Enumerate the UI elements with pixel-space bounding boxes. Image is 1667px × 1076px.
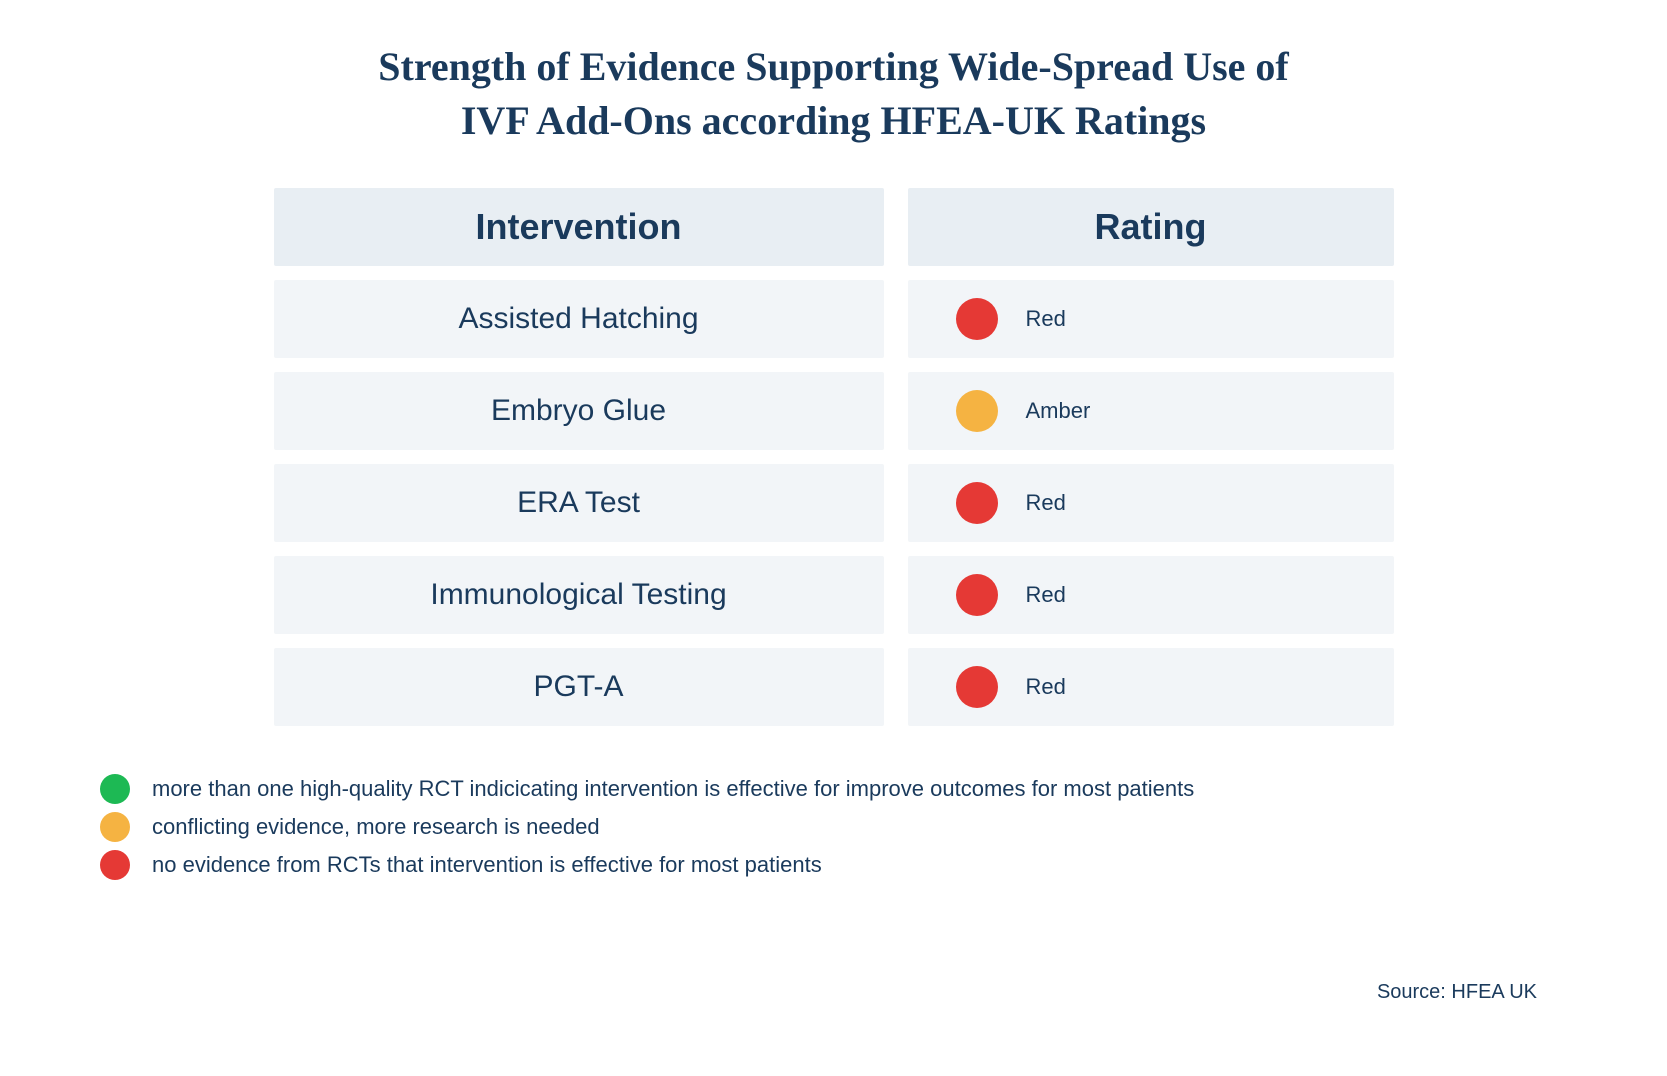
rating-dot-icon <box>956 482 998 524</box>
rating-cell: Amber <box>908 372 1394 450</box>
rating-label: Red <box>1026 490 1066 516</box>
intervention-cell: Embryo Glue <box>274 372 884 450</box>
table-row: Embryo Glue Amber <box>274 372 1394 450</box>
intervention-cell: Assisted Hatching <box>274 280 884 358</box>
legend-text: no evidence from RCTs that intervention … <box>152 852 822 878</box>
intervention-cell: ERA Test <box>274 464 884 542</box>
legend-dot-icon <box>100 812 130 842</box>
legend-item: conflicting evidence, more research is n… <box>100 812 1567 842</box>
table-row: Immunological Testing Red <box>274 556 1394 634</box>
rating-cell: Red <box>908 556 1394 634</box>
rating-cell: Red <box>908 648 1394 726</box>
table-row: ERA Test Red <box>274 464 1394 542</box>
legend-item: no evidence from RCTs that intervention … <box>100 850 1567 880</box>
rating-cell: Red <box>908 464 1394 542</box>
rating-label: Red <box>1026 306 1066 332</box>
source-label: Source: HFEA UK <box>1377 981 1537 1004</box>
legend-dot-icon <box>100 850 130 880</box>
rating-dot-icon <box>956 390 998 432</box>
legend-text: conflicting evidence, more research is n… <box>152 814 600 840</box>
header-intervention: Intervention <box>274 188 884 266</box>
intervention-cell: PGT-A <box>274 648 884 726</box>
title-line-2: IVF Add-Ons according HFEA-UK Ratings <box>100 94 1567 148</box>
header-rating: Rating <box>908 188 1394 266</box>
table-row: PGT-A Red <box>274 648 1394 726</box>
ratings-table: Intervention Rating Assisted Hatching Red… <box>274 188 1394 726</box>
rating-dot-icon <box>956 666 998 708</box>
rating-cell: Red <box>908 280 1394 358</box>
rating-dot-icon <box>956 574 998 616</box>
rating-label: Red <box>1026 674 1066 700</box>
intervention-cell: Immunological Testing <box>274 556 884 634</box>
chart-title: Strength of Evidence Supporting Wide-Spr… <box>100 40 1567 148</box>
rating-dot-icon <box>956 298 998 340</box>
table-row: Assisted Hatching Red <box>274 280 1394 358</box>
legend: more than one high-quality RCT indicicat… <box>100 774 1567 880</box>
rating-label: Amber <box>1026 398 1091 424</box>
legend-dot-icon <box>100 774 130 804</box>
legend-text: more than one high-quality RCT indicicat… <box>152 776 1194 802</box>
title-line-1: Strength of Evidence Supporting Wide-Spr… <box>100 40 1567 94</box>
legend-item: more than one high-quality RCT indicicat… <box>100 774 1567 804</box>
rating-label: Red <box>1026 582 1066 608</box>
table-header-row: Intervention Rating <box>274 188 1394 266</box>
